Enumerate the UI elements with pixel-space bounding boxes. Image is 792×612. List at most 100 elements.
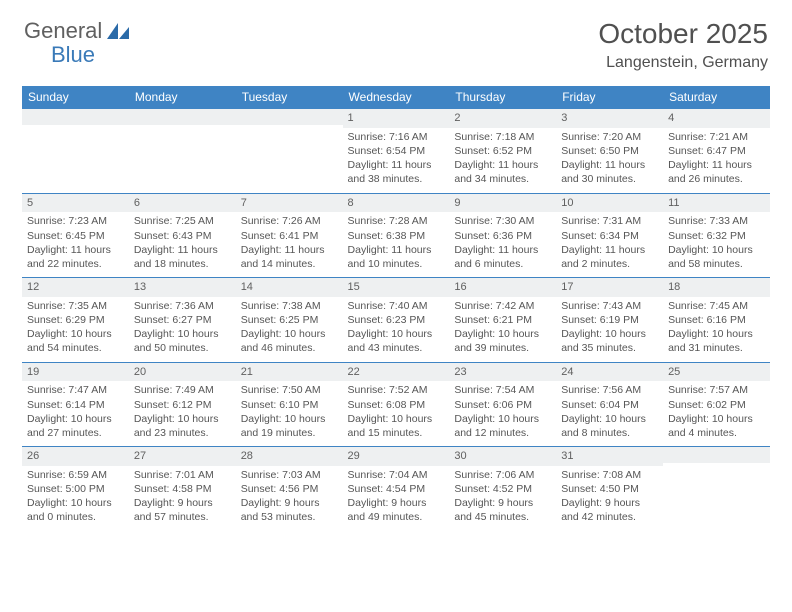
day-dl2: and 58 minutes. [668,257,765,271]
day-dl1: Daylight: 10 hours [348,327,445,341]
day-cell: 8Sunrise: 7:28 AMSunset: 6:38 PMDaylight… [343,193,450,278]
day-ss: Sunset: 4:52 PM [454,482,551,496]
day-number: 14 [236,277,343,297]
day-ss: Sunset: 6:25 PM [241,313,338,327]
day-dl1: Daylight: 10 hours [27,496,124,510]
day-sr: Sunrise: 7:31 AM [561,214,658,228]
day-number [22,108,129,125]
day-cell: 31Sunrise: 7:08 AMSunset: 4:50 PMDayligh… [556,446,663,531]
day-ss: Sunset: 6:50 PM [561,144,658,158]
day-number: 11 [663,193,770,213]
day-number: 10 [556,193,663,213]
brand-name-2: Blue [51,42,95,68]
day-number: 16 [449,277,556,297]
day-ss: Sunset: 6:47 PM [668,144,765,158]
day-dl2: and 18 minutes. [134,257,231,271]
day-body: Sunrise: 7:49 AMSunset: 6:12 PMDaylight:… [129,381,236,446]
week-row: 12Sunrise: 7:35 AMSunset: 6:29 PMDayligh… [22,277,770,362]
day-cell: 7Sunrise: 7:26 AMSunset: 6:41 PMDaylight… [236,193,343,278]
day-ss: Sunset: 6:45 PM [27,229,124,243]
dow-tuesday: Tuesday [236,86,343,108]
brand-logo: General Blue [24,18,131,44]
day-body: Sunrise: 7:42 AMSunset: 6:21 PMDaylight:… [449,297,556,362]
day-sr: Sunrise: 7:33 AM [668,214,765,228]
day-body: Sunrise: 7:54 AMSunset: 6:06 PMDaylight:… [449,381,556,446]
day-dl2: and 34 minutes. [454,172,551,186]
day-dl1: Daylight: 10 hours [668,412,765,426]
day-dl2: and 31 minutes. [668,341,765,355]
day-body: Sunrise: 7:20 AMSunset: 6:50 PMDaylight:… [556,128,663,193]
day-ss: Sunset: 6:32 PM [668,229,765,243]
day-ss: Sunset: 4:56 PM [241,482,338,496]
day-ss: Sunset: 4:58 PM [134,482,231,496]
day-cell: 22Sunrise: 7:52 AMSunset: 6:08 PMDayligh… [343,362,450,447]
day-number: 26 [22,446,129,466]
day-sr: Sunrise: 7:23 AM [27,214,124,228]
day-body: Sunrise: 7:23 AMSunset: 6:45 PMDaylight:… [22,212,129,277]
day-dl1: Daylight: 10 hours [561,327,658,341]
day-cell: 16Sunrise: 7:42 AMSunset: 6:21 PMDayligh… [449,277,556,362]
day-sr: Sunrise: 7:43 AM [561,299,658,313]
day-dl2: and 26 minutes. [668,172,765,186]
day-dl2: and 45 minutes. [454,510,551,524]
day-number: 25 [663,362,770,382]
day-body: Sunrise: 7:26 AMSunset: 6:41 PMDaylight:… [236,212,343,277]
day-dl2: and 57 minutes. [134,510,231,524]
day-dl1: Daylight: 11 hours [561,243,658,257]
day-body: Sunrise: 7:06 AMSunset: 4:52 PMDaylight:… [449,466,556,531]
day-number [129,108,236,125]
day-dl2: and 42 minutes. [561,510,658,524]
day-dl2: and 38 minutes. [348,172,445,186]
day-sr: Sunrise: 7:08 AM [561,468,658,482]
day-ss: Sunset: 6:16 PM [668,313,765,327]
day-dl2: and 50 minutes. [134,341,231,355]
day-sr: Sunrise: 7:35 AM [27,299,124,313]
day-body: Sunrise: 7:25 AMSunset: 6:43 PMDaylight:… [129,212,236,277]
day-dl2: and 2 minutes. [561,257,658,271]
day-number: 27 [129,446,236,466]
day-cell: 19Sunrise: 7:47 AMSunset: 6:14 PMDayligh… [22,362,129,447]
dow-monday: Monday [129,86,236,108]
day-dl2: and 35 minutes. [561,341,658,355]
day-dl1: Daylight: 11 hours [454,158,551,172]
day-cell: 9Sunrise: 7:30 AMSunset: 6:36 PMDaylight… [449,193,556,278]
day-number: 6 [129,193,236,213]
day-cell: 1Sunrise: 7:16 AMSunset: 6:54 PMDaylight… [343,108,450,193]
day-cell: 6Sunrise: 7:25 AMSunset: 6:43 PMDaylight… [129,193,236,278]
day-dl2: and 15 minutes. [348,426,445,440]
day-sr: Sunrise: 7:38 AM [241,299,338,313]
day-sr: Sunrise: 7:52 AM [348,383,445,397]
day-body: Sunrise: 7:08 AMSunset: 4:50 PMDaylight:… [556,466,663,531]
day-sr: Sunrise: 7:26 AM [241,214,338,228]
dow-saturday: Saturday [663,86,770,108]
day-cell: 30Sunrise: 7:06 AMSunset: 4:52 PMDayligh… [449,446,556,531]
day-body: Sunrise: 7:35 AMSunset: 6:29 PMDaylight:… [22,297,129,362]
day-dl1: Daylight: 11 hours [241,243,338,257]
day-number: 15 [343,277,450,297]
day-number: 12 [22,277,129,297]
day-dl2: and 53 minutes. [241,510,338,524]
day-ss: Sunset: 6:10 PM [241,398,338,412]
week-row: 1Sunrise: 7:16 AMSunset: 6:54 PMDaylight… [22,108,770,193]
day-sr: Sunrise: 7:45 AM [668,299,765,313]
day-dl1: Daylight: 9 hours [454,496,551,510]
day-dl1: Daylight: 10 hours [134,412,231,426]
dow-friday: Friday [556,86,663,108]
day-ss: Sunset: 4:50 PM [561,482,658,496]
day-sr: Sunrise: 7:21 AM [668,130,765,144]
day-ss: Sunset: 6:08 PM [348,398,445,412]
week-row: 19Sunrise: 7:47 AMSunset: 6:14 PMDayligh… [22,362,770,447]
brand-name-1: General [24,18,102,44]
day-sr: Sunrise: 7:57 AM [668,383,765,397]
day-dl2: and 46 minutes. [241,341,338,355]
day-cell: 18Sunrise: 7:45 AMSunset: 6:16 PMDayligh… [663,277,770,362]
day-number [663,446,770,463]
day-sr: Sunrise: 7:42 AM [454,299,551,313]
day-body: Sunrise: 7:28 AMSunset: 6:38 PMDaylight:… [343,212,450,277]
day-number: 17 [556,277,663,297]
dow-row: Sunday Monday Tuesday Wednesday Thursday… [22,86,770,108]
day-body: Sunrise: 7:01 AMSunset: 4:58 PMDaylight:… [129,466,236,531]
day-cell: 29Sunrise: 7:04 AMSunset: 4:54 PMDayligh… [343,446,450,531]
day-cell: 5Sunrise: 7:23 AMSunset: 6:45 PMDaylight… [22,193,129,278]
day-cell: 23Sunrise: 7:54 AMSunset: 6:06 PMDayligh… [449,362,556,447]
